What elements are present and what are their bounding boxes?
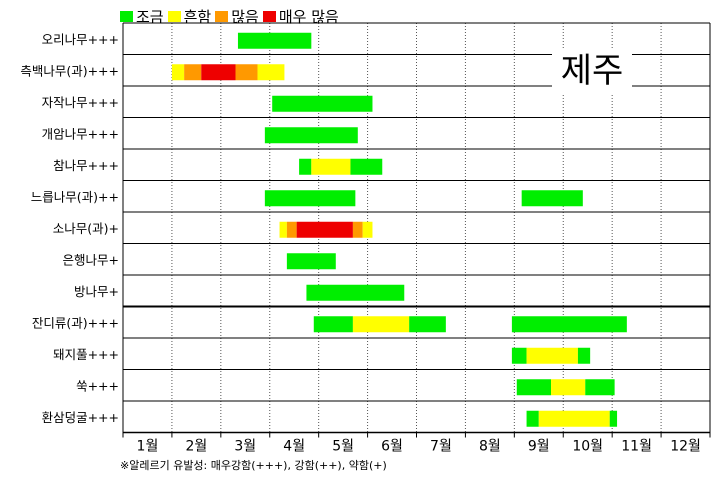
month-label: 1월 xyxy=(137,439,159,455)
pollen-bar-segment xyxy=(264,190,356,207)
month-label: 7월 xyxy=(430,439,452,455)
legend-label-many: 많음 xyxy=(231,7,259,26)
pollen-bar-segment xyxy=(299,158,312,175)
pollen-bar-segment xyxy=(257,64,285,81)
month-label: 11월 xyxy=(621,439,652,455)
legend-label-light: 조금 xyxy=(136,7,164,26)
pollen-bar-segment xyxy=(521,190,583,207)
month-label: 5월 xyxy=(332,439,354,455)
row-label: 참나무+++ xyxy=(53,158,119,173)
pollen-bar-segment xyxy=(313,316,353,333)
pollen-bar-segment xyxy=(306,284,405,301)
legend-swatch-common xyxy=(167,10,181,22)
row-label: 오리나무+++ xyxy=(42,32,119,47)
footnote: ※알레르기 유발성: 매우강함(+++), 강함(++), 약함(+) xyxy=(120,459,387,472)
legend-swatch-very-many xyxy=(262,10,276,22)
pollen-bar-segment xyxy=(296,221,353,238)
pollen-bar-segment xyxy=(551,379,586,396)
month-label: 4월 xyxy=(283,439,305,455)
legend-item-common: 흔함 xyxy=(167,6,212,27)
pollen-bar-segment xyxy=(171,64,185,81)
pollen-bar-segment xyxy=(577,347,591,364)
legend: 조금 흔함 많음 매우 많음 xyxy=(120,6,343,26)
pollen-bar-segment xyxy=(352,316,410,333)
legend-swatch-many xyxy=(215,10,229,22)
month-label: 9월 xyxy=(528,439,550,455)
row-label: 느릅나무(과)++ xyxy=(31,189,119,204)
pollen-bar-segment xyxy=(286,221,297,238)
month-label: 2월 xyxy=(185,439,207,455)
row-label: 쑥+++ xyxy=(76,378,119,393)
region-label: 제주 xyxy=(552,48,632,94)
row-label: 소나무(과)+ xyxy=(53,221,119,236)
pollen-bar-segment xyxy=(511,347,527,364)
pollen-bar-segment xyxy=(516,379,552,396)
pollen-bar-segment xyxy=(311,158,351,175)
row-label: 방나무+ xyxy=(74,284,119,299)
month-label: 6월 xyxy=(381,439,403,455)
pollen-bar-segment xyxy=(511,316,627,333)
pollen-bar-segment xyxy=(264,127,358,144)
pollen-bar-segment xyxy=(286,253,336,270)
legend-label-very-many: 매우 많음 xyxy=(278,7,339,26)
pollen-bar-segment xyxy=(526,347,578,364)
pollen-bar-segment xyxy=(272,95,373,112)
pollen-bar-segment xyxy=(538,410,610,427)
row-label: 개암나무+++ xyxy=(42,126,119,141)
row-label: 자작나무+++ xyxy=(42,95,119,110)
pollen-bar-segment xyxy=(352,221,363,238)
month-label: 12월 xyxy=(670,439,701,455)
pollen-bar-segment xyxy=(237,32,312,49)
pollen-bar-segment xyxy=(609,410,618,427)
pollen-bar-segment xyxy=(279,221,287,238)
pollen-bar-segment xyxy=(526,410,539,427)
pollen-bar-segment xyxy=(350,158,383,175)
pollen-bar-segment xyxy=(585,379,615,396)
row-label: 돼지풀+++ xyxy=(53,347,119,362)
row-label: 은행나무+ xyxy=(63,252,119,267)
legend-item-many: 많음 xyxy=(215,6,259,27)
month-label: 8월 xyxy=(479,439,501,455)
legend-item-light: 조금 xyxy=(120,6,164,27)
row-label: 잔디류(과)+++ xyxy=(32,315,119,330)
pollen-bar-segment xyxy=(235,64,258,81)
pollen-bar-segment xyxy=(409,316,446,333)
row-label: 측백나무(과)+++ xyxy=(20,63,119,78)
legend-item-very-many: 매우 많음 xyxy=(262,6,339,27)
pollen-bar-segment xyxy=(184,64,202,81)
legend-swatch-light xyxy=(120,10,133,22)
month-label: 10월 xyxy=(572,439,603,455)
month-label: 3월 xyxy=(234,439,256,455)
legend-label-common: 흔함 xyxy=(183,7,212,26)
pollen-bar-segment xyxy=(362,221,373,238)
pollen-bar-segment xyxy=(201,64,236,81)
row-label: 환삼덩굴+++ xyxy=(42,410,119,425)
